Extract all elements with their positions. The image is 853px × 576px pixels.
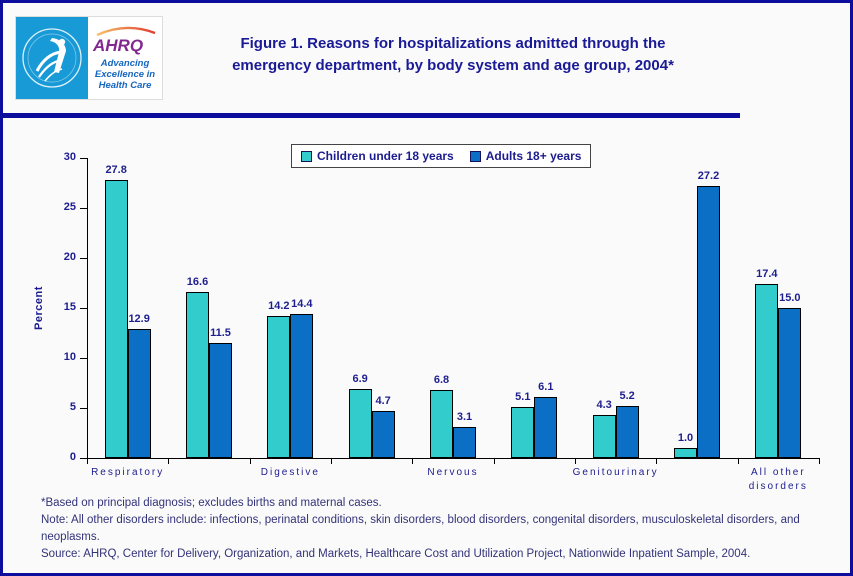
bar-value-label: 15.0 bbox=[779, 292, 801, 304]
bar-adults bbox=[615, 406, 639, 458]
bar-value-label: 27.2 bbox=[697, 170, 720, 182]
x-tick bbox=[412, 458, 414, 464]
bar-adults bbox=[778, 308, 802, 458]
y-tick bbox=[80, 308, 87, 309]
bar-value-label: 16.6 bbox=[186, 276, 209, 288]
tagline-line: Advancing bbox=[100, 57, 150, 69]
bar-value-label: 4.7 bbox=[375, 395, 391, 407]
y-tick bbox=[80, 358, 87, 359]
category-label: disorders bbox=[748, 481, 808, 492]
bar-value-label: 12.9 bbox=[128, 313, 150, 325]
bar-value-label: 17.4 bbox=[756, 268, 778, 280]
bar-children bbox=[592, 415, 616, 458]
y-axis bbox=[87, 158, 88, 459]
footnote-block: *Based on principal diagnosis; excludes … bbox=[41, 495, 833, 563]
bar-value-label: 5.2 bbox=[619, 390, 635, 402]
header-divider bbox=[3, 113, 740, 118]
legend-swatch-icon bbox=[469, 150, 481, 162]
bar-value-label: 4.3 bbox=[596, 399, 612, 411]
y-tick bbox=[80, 458, 87, 459]
bar-value-label: 11.5 bbox=[210, 327, 231, 339]
bar-value-label: 6.8 bbox=[433, 374, 450, 386]
bar-value-label: 27.8 bbox=[105, 164, 127, 176]
bar-adults bbox=[209, 343, 232, 458]
tagline-line: Health Care bbox=[98, 79, 152, 91]
category-label: All other bbox=[750, 467, 806, 478]
x-tick bbox=[737, 458, 739, 464]
x-tick bbox=[168, 458, 170, 464]
bar-value-label: 14.4 bbox=[291, 298, 313, 310]
bar-value-label: 14.2 bbox=[268, 300, 290, 312]
footnote-source: Source: AHRQ, Center for Delivery, Organ… bbox=[41, 548, 751, 560]
chart-legend: Children under 18 years Adults 18+ years bbox=[291, 144, 592, 168]
x-tick bbox=[656, 458, 658, 464]
footnote-asterisk: *Based on principal diagnosis; excludes … bbox=[41, 497, 382, 509]
bar-adults bbox=[534, 397, 558, 458]
y-tick bbox=[80, 158, 87, 159]
y-tick-label: 15 bbox=[63, 301, 76, 313]
x-tick bbox=[575, 458, 576, 464]
figure-title: Figure 1. Reasons for hospitalizations a… bbox=[193, 33, 713, 77]
y-tick-label: 5 bbox=[69, 401, 76, 413]
y-tick-label: 0 bbox=[69, 451, 76, 463]
category-label: Nervous bbox=[427, 467, 479, 478]
bar-value-label: 3.1 bbox=[456, 411, 473, 423]
bar-children bbox=[674, 448, 697, 458]
bar-value-label: 6.1 bbox=[538, 381, 554, 393]
x-tick bbox=[819, 458, 820, 464]
bar-adults bbox=[697, 186, 720, 458]
legend-item: Adults 18+ years bbox=[469, 149, 582, 163]
bar-adults bbox=[371, 411, 395, 458]
bar-adults bbox=[127, 329, 151, 458]
category-label: Genitourinary bbox=[572, 467, 659, 478]
legend-label: Children under 18 years bbox=[317, 149, 454, 163]
hhs-seal bbox=[16, 17, 88, 99]
bar-children bbox=[104, 180, 128, 458]
x-tick bbox=[87, 458, 88, 464]
tagline-line: Excellence in bbox=[94, 68, 156, 80]
bar-adults bbox=[453, 427, 476, 458]
x-tick bbox=[249, 458, 251, 464]
y-tick-label: 20 bbox=[63, 251, 76, 263]
bar-children bbox=[348, 389, 372, 458]
svg-text:AHRQ: AHRQ bbox=[92, 36, 143, 55]
figure-title-line1: Figure 1. Reasons for hospitalizations a… bbox=[240, 35, 666, 52]
x-tick bbox=[493, 458, 495, 464]
x-axis bbox=[87, 458, 820, 459]
footnote-note: Note: All other disorders include: infec… bbox=[41, 514, 800, 543]
x-tick bbox=[331, 458, 332, 464]
ahrq-hhs-logo: AHRQ Advancing Excellence in Health Care bbox=[15, 16, 163, 100]
legend-swatch-icon bbox=[301, 150, 312, 162]
bar-children bbox=[755, 284, 779, 458]
bar-children bbox=[267, 316, 291, 458]
legend-label: Adults 18+ years bbox=[485, 149, 582, 163]
hhs-eagle-icon bbox=[22, 28, 82, 88]
bar-children bbox=[430, 390, 453, 458]
y-tick bbox=[80, 208, 87, 209]
bar-children bbox=[511, 407, 535, 458]
bar-value-label: 6.9 bbox=[352, 373, 368, 385]
y-tick bbox=[80, 408, 87, 409]
ahrq-tagline: Advancing Excellence in Health Care bbox=[95, 58, 155, 91]
legend-item: Children under 18 years bbox=[301, 149, 454, 163]
bar-value-label: 1.0 bbox=[677, 432, 694, 444]
ahrq-wordmark-block: AHRQ Advancing Excellence in Health Care bbox=[88, 17, 162, 99]
bar-value-label: 5.1 bbox=[515, 391, 531, 403]
y-tick-label: 30 bbox=[63, 151, 76, 163]
bar-children bbox=[186, 292, 209, 458]
y-tick bbox=[80, 258, 87, 259]
category-label: Respiratory bbox=[91, 467, 165, 478]
category-label: Digestive bbox=[260, 467, 320, 478]
y-tick-label: 10 bbox=[63, 351, 76, 363]
figure-title-line2: emergency department, by body system and… bbox=[232, 57, 674, 74]
bar-adults bbox=[290, 314, 314, 458]
ahrq-wordmark-icon: AHRQ bbox=[92, 26, 156, 55]
y-tick-label: 25 bbox=[63, 201, 76, 213]
